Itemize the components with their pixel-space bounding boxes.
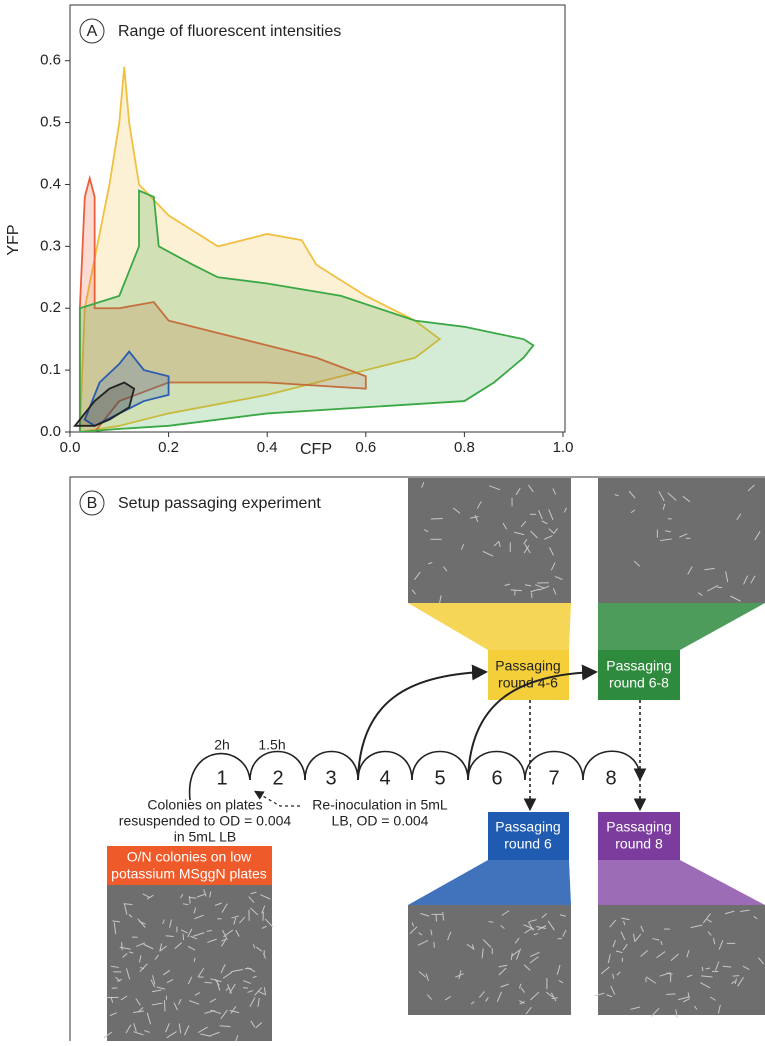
box-text: Passaging — [495, 819, 560, 835]
y-tick-label: 0.5 — [40, 114, 61, 131]
round-number: 5 — [434, 767, 445, 789]
panel-label: B — [87, 495, 98, 512]
cell — [666, 994, 675, 995]
y-tick-label: 0.0 — [40, 423, 61, 440]
connector — [408, 603, 571, 650]
note: in 5mL LB — [174, 829, 237, 845]
rounds: 1 2 3 4 5 6 7 8 — [216, 767, 616, 789]
micrograph — [598, 478, 765, 603]
dashed-arrow — [256, 792, 300, 806]
box-text: Passaging — [606, 658, 671, 674]
transfer-arrow — [358, 672, 484, 780]
note: Colonies on plates — [147, 797, 262, 813]
panel-title: Setup passaging experiment — [118, 495, 321, 512]
box-text: Passaging — [606, 819, 671, 835]
cell — [164, 1000, 165, 1011]
y-tick-label: 0.2 — [40, 299, 61, 316]
cell — [431, 518, 443, 519]
x-axis-label: CFP — [300, 441, 332, 458]
x-tick-label: 0.4 — [257, 439, 278, 456]
chart-title: Range of fluorescent intensities — [118, 23, 341, 40]
y-tick-label: 0.1 — [40, 361, 61, 378]
x-tick-label: 0.0 — [60, 439, 81, 456]
y-tick-label: 0.3 — [40, 237, 61, 254]
cell — [436, 914, 437, 921]
box-text: round 8 — [615, 836, 663, 852]
micrograph — [107, 885, 272, 1041]
round-number: 2 — [272, 767, 283, 789]
note: Re-inoculation in 5mL — [312, 797, 448, 813]
passage-arcs — [190, 672, 640, 808]
round-number: 1 — [216, 767, 227, 789]
panel-label: A — [87, 23, 98, 40]
connector — [598, 603, 765, 650]
x-tick-label: 1.0 — [553, 439, 574, 456]
round-number: 8 — [605, 767, 616, 789]
y-tick-label: 0.4 — [40, 175, 61, 192]
y-tick-label: 0.6 — [40, 52, 61, 69]
micrograph — [408, 478, 571, 603]
box-text: O/N colonies on low — [127, 849, 252, 865]
box-text: Passaging — [495, 658, 560, 674]
round-number: 7 — [548, 767, 559, 789]
plot-area — [75, 67, 533, 432]
x-tick-label: 0.2 — [158, 439, 179, 456]
round-number: 3 — [325, 767, 336, 789]
box-text: round 6 — [504, 836, 552, 852]
x-tick-label: 0.6 — [355, 439, 376, 456]
note: resuspended to OD = 0.004 — [119, 813, 292, 829]
round-number: 6 — [491, 767, 502, 789]
box-text: round 6-8 — [609, 675, 669, 691]
note: LB, OD = 0.004 — [332, 813, 429, 829]
duration: 2h — [214, 737, 230, 753]
cell — [183, 934, 184, 940]
x-tick-label: 0.8 — [454, 439, 475, 456]
duration: 1.5h — [258, 737, 285, 753]
box-text: potassium MSggN plates — [111, 866, 267, 882]
cell — [717, 587, 722, 588]
connector — [598, 860, 765, 905]
y-axis-label: YFP — [5, 224, 22, 255]
cell — [122, 942, 123, 950]
round-number: 4 — [379, 767, 390, 789]
connector — [408, 860, 571, 905]
